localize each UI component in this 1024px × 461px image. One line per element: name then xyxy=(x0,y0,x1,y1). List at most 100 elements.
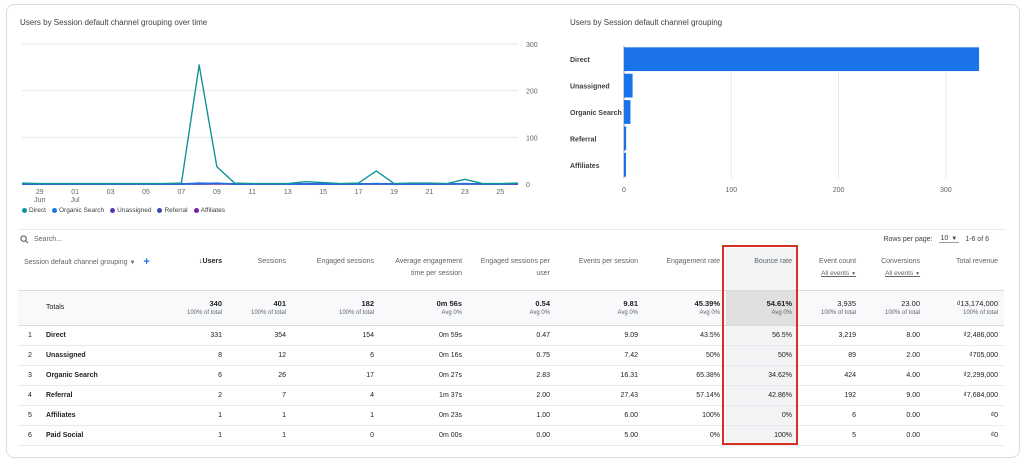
cell-engaged-sessions: 4 xyxy=(292,385,381,406)
engagement-rate-header[interactable]: Engagement rate xyxy=(666,258,721,265)
cell-users: 6 xyxy=(158,365,229,386)
add-dimension-icon[interactable]: + xyxy=(143,256,150,268)
row-index: 6 xyxy=(18,425,40,446)
cell-engagement-rate: 57.14% xyxy=(644,385,727,406)
cell-engaged-sessions: 154 xyxy=(292,325,381,346)
series-line-direct[interactable] xyxy=(21,64,519,185)
x-tick-month-label: Jun xyxy=(34,197,45,204)
legend-item[interactable]: Referral xyxy=(157,207,188,214)
table-row[interactable]: 2 Unassigned 8 12 6 0m 16s 0.75 7.42 50% 50% 89 2.0… xyxy=(18,345,1005,366)
channel-name[interactable]: Affiliates xyxy=(40,405,159,426)
conversions-header[interactable]: Conversions All events ▼ xyxy=(862,248,926,290)
total-event-count: 3,935 100% of total xyxy=(798,289,863,326)
sessions-header[interactable]: Sessions xyxy=(257,258,287,265)
cell-users: 331 xyxy=(158,325,229,346)
events-per-session-header[interactable]: Events per session xyxy=(578,258,639,265)
bounce-rate-header[interactable]: Bounce rate xyxy=(726,248,799,290)
dimension-header[interactable]: Session default channel grouping ▼ + xyxy=(24,256,150,268)
total-engaged-sessions: 182 100% of total xyxy=(292,289,381,326)
rows-per-page-value: 10 xyxy=(940,235,949,242)
total-revenue-header[interactable]: Total revenue xyxy=(955,258,999,265)
rows-per-page-label: Rows per page: xyxy=(883,235,933,243)
cell-event-count: 6 xyxy=(798,405,863,426)
bar-direct[interactable] xyxy=(624,47,980,72)
conversions-filter[interactable]: All events ▼ xyxy=(885,270,921,277)
rows-per-page-select[interactable]: 10 ▼ xyxy=(938,235,960,243)
x-tick-label: 03 xyxy=(107,189,115,196)
channel-name[interactable]: Unassigned xyxy=(40,345,159,366)
cell-conversions: 8.00 xyxy=(862,325,927,346)
table-row[interactable]: 1 Direct 331 354 154 0m 59s 0.47 9.09 43.5% 56.5%… xyxy=(18,325,1005,346)
channel-name[interactable]: Organic Search xyxy=(40,365,159,386)
cell-total-revenue: ₫2,299,000 xyxy=(926,365,1005,386)
table-row[interactable]: 5 Affiliates 1 1 1 0m 23s 1.00 6.00 100% 0% 6 0.00 ₫… xyxy=(18,405,1005,426)
x-tick-label: 19 xyxy=(390,189,398,196)
total-engaged-per-user: 0.54 Avg 0% xyxy=(468,289,557,326)
avg-engagement-header[interactable]: Average engagement time per session xyxy=(395,258,463,277)
x-tick-label: 13 xyxy=(284,189,292,196)
category-label: Referral xyxy=(570,136,597,143)
category-label: Affiliates xyxy=(570,163,600,170)
total-engagement-rate: 45.39% Avg 0% xyxy=(644,289,727,326)
totals-row: Totals 340 100% of total 401 100% of total… xyxy=(18,289,1005,326)
cell-engaged-per-user: 0.75 xyxy=(468,345,557,366)
cell-total-revenue: ₫0 xyxy=(926,425,1005,446)
engaged-per-user-header[interactable]: Engaged sessions per user xyxy=(480,258,551,277)
table-row[interactable]: 3 Organic Search 6 26 17 0m 27s 2.83 16.31 65.38… xyxy=(18,365,1005,386)
bar-chart: 0 100 200 300 Direct Unassigned Organic Search… xyxy=(570,46,980,194)
x-tick-month-label: Jul xyxy=(71,197,80,204)
channel-name[interactable]: Paid Social xyxy=(40,425,159,446)
cell-engagement-rate: 65.38% xyxy=(644,365,727,386)
total-events-per-session: 9.81 Avg 0% xyxy=(556,289,645,326)
event-count-filter[interactable]: All events ▼ xyxy=(821,270,857,277)
legend-item[interactable]: Organic Search xyxy=(51,207,104,214)
cell-avg-engagement: 0m 16s xyxy=(380,345,469,366)
bar-unassigned[interactable] xyxy=(624,73,633,98)
x-tick-label: 200 xyxy=(833,187,845,194)
legend-item[interactable]: Direct xyxy=(22,207,46,214)
channel-name[interactable]: Direct xyxy=(40,325,159,346)
total-bounce-rate: 54.61% Avg 0% xyxy=(726,289,799,326)
row-index: 4 xyxy=(18,385,40,406)
cell-bounce-rate: 50% xyxy=(726,345,799,366)
category-label: Organic Search xyxy=(570,110,622,117)
cell-conversions: 9.00 xyxy=(862,385,927,406)
cell-users: 8 xyxy=(158,345,229,366)
users-header[interactable]: ↓Users xyxy=(199,258,223,265)
table-row[interactable]: 4 Referral 2 7 4 1m 37s 2.00 27.43 57.14% 42.86% 1… xyxy=(18,385,1005,406)
cell-engaged-per-user: 2.83 xyxy=(468,365,557,386)
y-tick-label: 200 xyxy=(526,89,538,96)
cell-sessions: 1 xyxy=(228,425,293,446)
legend-dot-icon xyxy=(22,208,27,213)
dropdown-arrow-icon[interactable]: ▼ xyxy=(129,259,136,266)
table-search[interactable]: Search... xyxy=(20,235,62,244)
cell-avg-engagement: 0m 59s xyxy=(380,325,469,346)
legend-item[interactable]: Affiliates xyxy=(193,207,225,214)
row-index: 3 xyxy=(18,365,40,386)
cell-sessions: 354 xyxy=(228,325,293,346)
engaged-sessions-header[interactable]: Engaged sessions xyxy=(316,258,375,265)
cell-conversions: 0.00 xyxy=(862,405,927,426)
search-icon xyxy=(20,235,29,244)
report-table: Session default channel grouping ▼ + ↓Us… xyxy=(18,248,1005,446)
x-tick-label: 17 xyxy=(355,189,363,196)
cell-engaged-sessions: 0 xyxy=(292,425,381,446)
cell-events-per-session: 16.31 xyxy=(556,365,645,386)
bar-affiliates[interactable] xyxy=(624,152,626,177)
table-row[interactable]: 6 Paid Social 1 1 0 0m 00s 0.00 5.00 0% 100% 5 0.00… xyxy=(18,425,1005,446)
bar-referral[interactable] xyxy=(624,126,627,151)
channel-name[interactable]: Referral xyxy=(40,385,159,406)
cell-event-count: 424 xyxy=(798,365,863,386)
legend-item[interactable]: Unassigned xyxy=(110,207,151,214)
legend-dot-icon xyxy=(110,208,116,213)
x-tick-label: 29 xyxy=(36,189,44,196)
bar-organic-search[interactable] xyxy=(624,100,631,124)
pagination: Rows per page: 10 ▼ 1-6 of 6 xyxy=(883,235,989,243)
cell-engaged-per-user: 0.00 xyxy=(468,425,557,446)
event-count-header[interactable]: Event count All events ▼ xyxy=(798,248,862,290)
page-range: 1-6 of 6 xyxy=(965,235,989,243)
cell-conversions: 0.00 xyxy=(862,425,927,446)
legend-dot-icon xyxy=(51,208,57,213)
search-input[interactable]: Search... xyxy=(34,236,63,243)
